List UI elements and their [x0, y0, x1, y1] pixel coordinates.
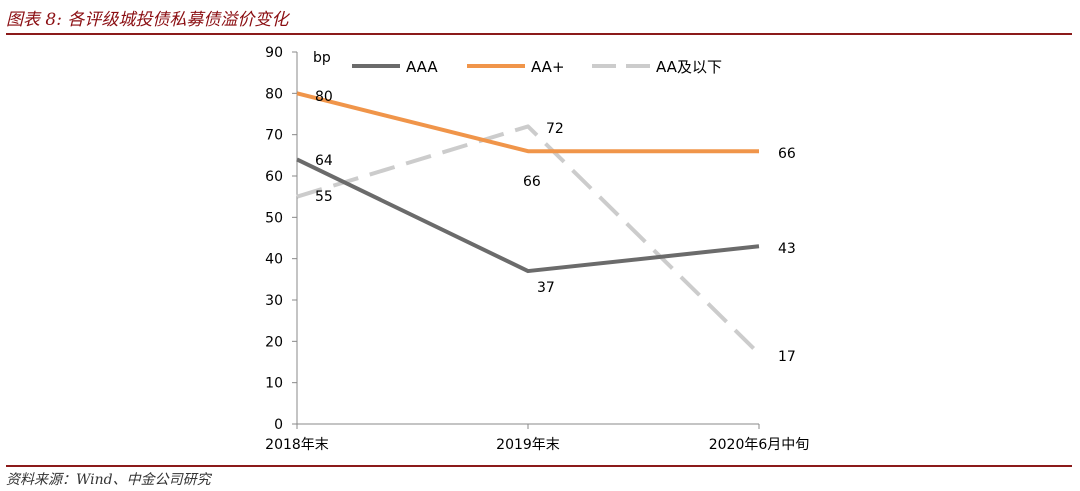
data-label-AA+: 66 [523, 174, 541, 190]
y-tick-label: 40 [265, 252, 283, 268]
y-tick-label: 70 [265, 128, 283, 144]
series-line-AA及以下 [296, 124, 761, 356]
legend-label-AA+: AA+ [531, 58, 565, 76]
source-note: 资料来源：Wind、中金公司研究 [6, 472, 211, 488]
y-tick-label: 50 [265, 210, 283, 226]
data-label-AAA: 43 [778, 241, 796, 257]
data-label-AA及以下: 72 [546, 121, 564, 137]
y-tick-label: 90 [265, 45, 283, 61]
y-tick-label: 80 [265, 86, 283, 102]
x-tick-label: 2019年末 [496, 437, 560, 453]
y-tick-label: 60 [265, 169, 283, 185]
data-label-AAA: 64 [315, 153, 333, 169]
legend-label-AA及以下: AA及以下 [656, 58, 722, 76]
series-line-AAA [296, 157, 760, 274]
y-axis-unit-label: bp [313, 50, 331, 66]
page-title: 图表 8: 各评级城投债私募债溢价变化 [6, 10, 289, 30]
data-label-AA+: 66 [778, 146, 796, 162]
x-tick-label: 2018年末 [265, 437, 329, 453]
y-tick-label: 30 [265, 293, 283, 309]
data-label-AAA: 37 [537, 280, 555, 296]
title-divider [6, 33, 1072, 35]
x-tick-label: 2020年6月中旬 [709, 437, 810, 453]
data-label-AA及以下: 55 [315, 189, 333, 205]
y-tick-label: 0 [274, 417, 283, 433]
series-line-AA+ [296, 91, 759, 154]
y-tick-label: 10 [265, 376, 283, 392]
data-label-AA及以下: 17 [778, 349, 796, 365]
y-tick-label: 20 [265, 334, 283, 350]
footer-divider [6, 465, 1072, 467]
legend-label-AAA: AAA [406, 58, 438, 76]
data-label-AA+: 80 [315, 89, 333, 105]
